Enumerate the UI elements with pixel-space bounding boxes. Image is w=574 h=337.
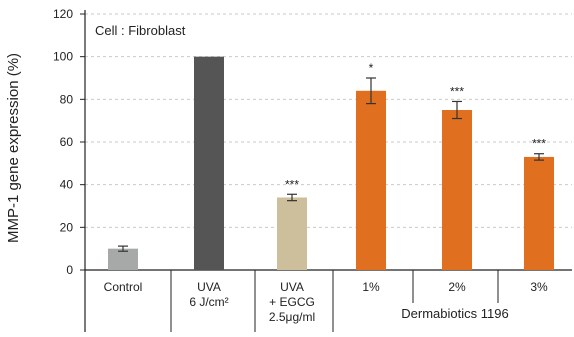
y-tick-label-120: 120: [53, 7, 73, 21]
gridlines: [85, 13, 572, 228]
category-label-4: 2%: [448, 280, 466, 294]
y-tick-label-20: 20: [60, 220, 74, 234]
category-label-4-line-0: 2%: [448, 280, 466, 294]
bar-5: [524, 156, 554, 270]
category-label-1-line-0: UVA: [197, 280, 221, 294]
error-bars: [118, 77, 544, 252]
y-tick-label-40: 40: [60, 178, 74, 192]
y-tick-label-0: 0: [66, 263, 73, 277]
group-label-dermabiotics: Dermabiotics 1196: [401, 306, 508, 321]
category-label-5-line-0: 3%: [530, 280, 548, 294]
significance-2: ***: [285, 177, 299, 191]
category-label-2-line-2: 2.5μg/ml: [269, 310, 315, 324]
category-label-2-line-0: UVA: [280, 280, 304, 294]
category-label-0-line-0: Control: [104, 280, 143, 294]
y-tick-label-100: 100: [53, 50, 73, 64]
category-label-0: Control: [104, 280, 143, 294]
significance-5: ***: [532, 137, 546, 151]
significance-markers: **********: [285, 61, 546, 191]
axes: 0 20 40 60 80 100 120: [53, 7, 572, 332]
bar-2: [277, 197, 307, 270]
category-label-2: UVA + EGCG 2.5μg/ml: [269, 280, 315, 324]
category-label-2-line-1: + EGCG: [269, 295, 315, 309]
bars: [108, 56, 554, 270]
category-label-3: 1%: [362, 280, 380, 294]
category-label-3-line-0: 1%: [362, 280, 380, 294]
bar-3: [356, 90, 386, 270]
y-tick-label-60: 60: [60, 135, 74, 149]
significance-3: *: [369, 61, 374, 75]
significance-4: ***: [450, 84, 464, 98]
bar-4: [442, 110, 472, 270]
cell-annotation: Cell : Fibroblast: [95, 23, 186, 38]
category-label-1-line-1: 6 J/cm²: [189, 295, 228, 309]
bar-0: [108, 248, 138, 270]
category-label-5: 3%: [530, 280, 548, 294]
y-tick-label-80: 80: [60, 92, 74, 106]
category-label-1: UVA 6 J/cm²: [189, 280, 228, 309]
bar-1: [194, 56, 224, 270]
y-axis-label: MMP-1 gene expression (%): [5, 53, 22, 243]
